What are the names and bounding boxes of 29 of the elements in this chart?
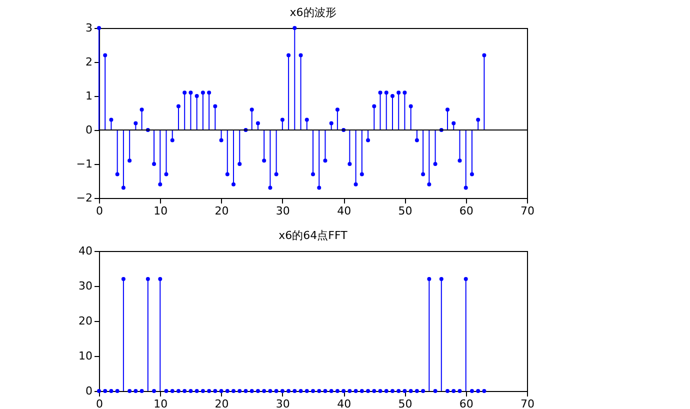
x-tick-label: 0 — [96, 398, 103, 409]
x-tick-label: 70 — [520, 204, 534, 218]
x-tick-label: 30 — [276, 204, 290, 218]
x-tick-label: 60 — [459, 204, 474, 218]
y-tick-label: 0 — [86, 384, 92, 398]
x-tick-label: 70 — [520, 398, 534, 409]
x-tick-label: 50 — [398, 398, 412, 409]
x-tick-label: 50 — [398, 204, 412, 218]
x-tick-label: 20 — [214, 398, 229, 409]
y-tick-label: 0 — [86, 124, 92, 136]
x-tick-label: 20 — [214, 204, 229, 218]
x-tick-label: 60 — [459, 398, 474, 409]
chart-title: x6的64点FFT — [278, 229, 348, 242]
x-tick-label: 40 — [337, 398, 352, 409]
y-tick-label: 2 — [86, 56, 92, 68]
y-tick-label: −1 — [76, 158, 92, 170]
chart-title: x6的波形 — [290, 6, 336, 19]
x-tick-label: 30 — [276, 398, 290, 409]
x-tick-label: 10 — [154, 398, 168, 409]
y-tick-label: 1 — [86, 90, 92, 102]
x-tick-label: 40 — [337, 204, 352, 218]
y-tick-label: −2 — [76, 192, 92, 204]
y-tick-label: 10 — [78, 350, 92, 362]
y-tick-label: 3 — [86, 22, 92, 34]
x-tick-label: 10 — [154, 204, 168, 218]
y-tick-label: 20 — [78, 314, 92, 328]
x-tick-label: 0 — [96, 204, 103, 218]
y-tick-label: 30 — [78, 280, 92, 292]
y-tick-label: 40 — [78, 244, 92, 258]
